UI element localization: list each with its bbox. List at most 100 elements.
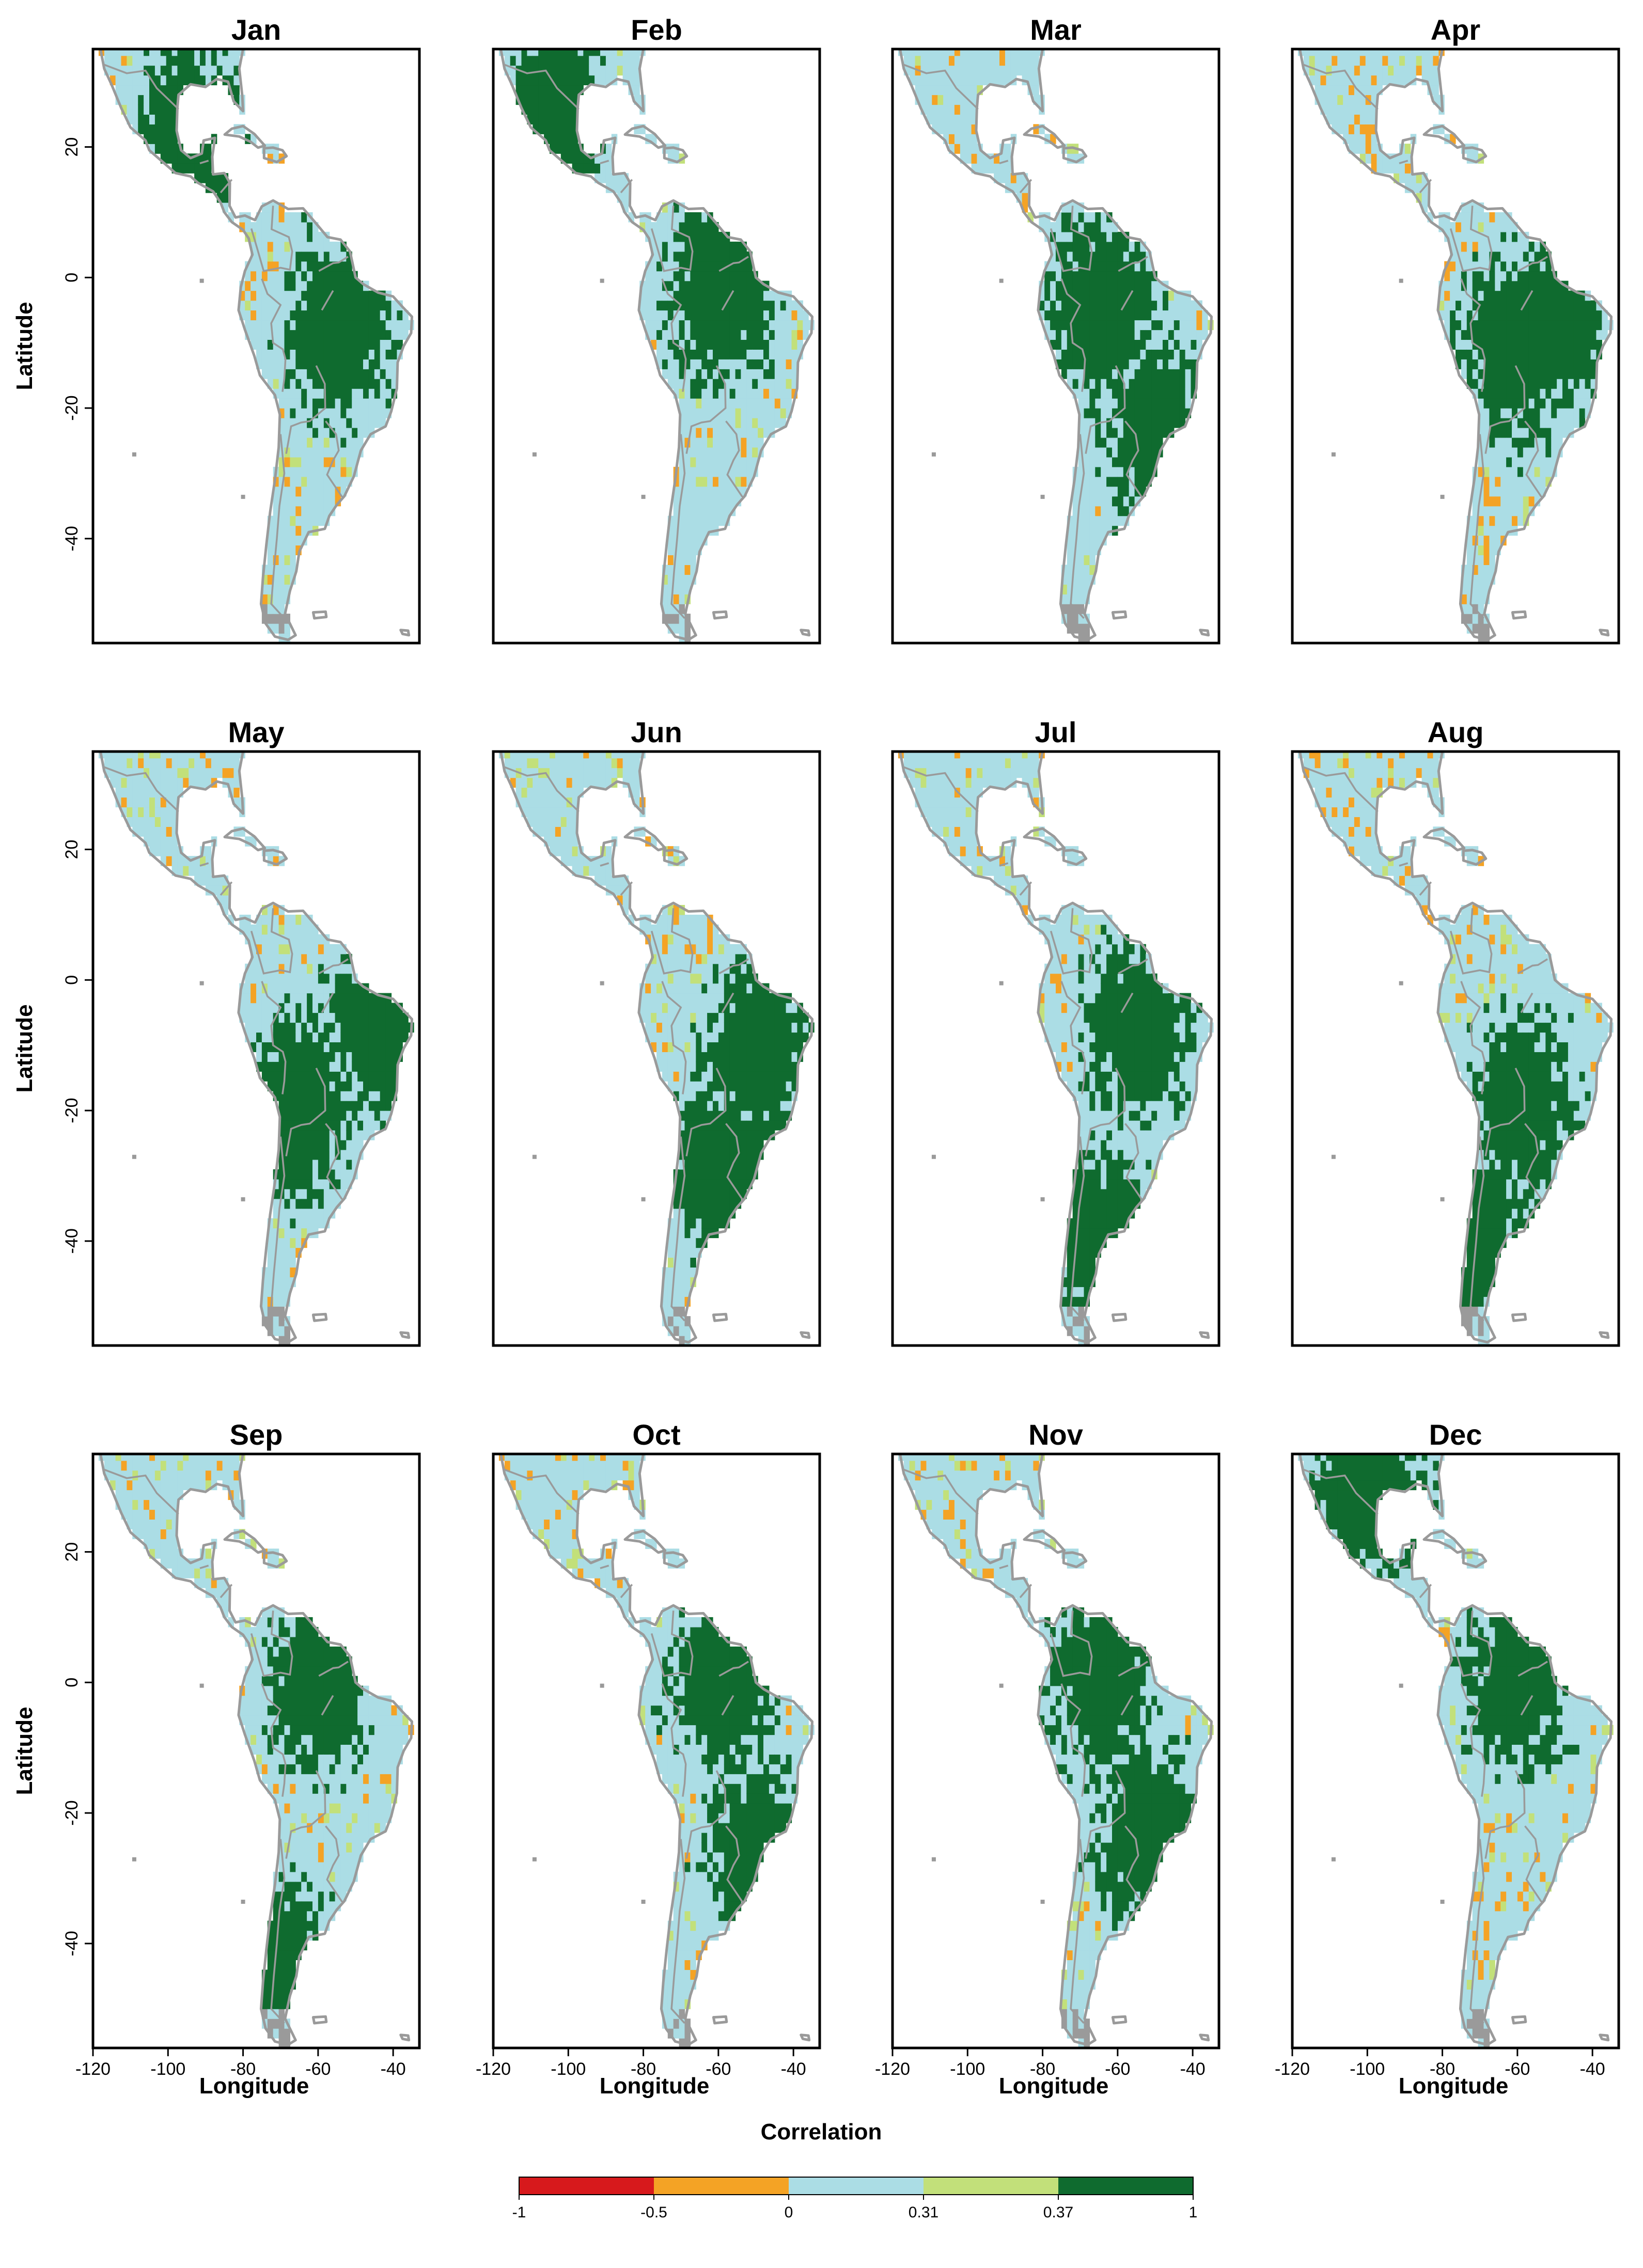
x-tick-label: -100 <box>551 2059 586 2079</box>
y-tick-label: 20 <box>62 840 82 859</box>
panel-title: Jan <box>231 13 281 46</box>
panel-title: May <box>228 716 285 748</box>
panel-title: Oct <box>632 1418 680 1451</box>
colorbar-swatch <box>654 2177 789 2195</box>
colorbar-swatch <box>1058 2177 1193 2195</box>
colorbar-tick-label: 1 <box>1189 2204 1198 2221</box>
country-borders <box>504 1468 749 2024</box>
panel-title: Jun <box>631 716 682 748</box>
colorbar-tick-label: 0.37 <box>1043 2204 1073 2221</box>
panel-title: Apr <box>1431 13 1480 46</box>
country-borders <box>903 766 1148 1322</box>
colorbar-tick-label: -1 <box>512 2204 526 2221</box>
colorbar: Correlation -1 -0.5 0 0.31 0.37 1 <box>512 2119 1198 2221</box>
x-axis-label: Longitude <box>199 2073 309 2099</box>
x-tick-label: -80 <box>1430 2059 1455 2079</box>
map-panel-mar: Mar <box>891 13 1220 645</box>
correlation-cells <box>898 1454 1214 2048</box>
map-panel-jan: Jan 20 0 -20 -40 Latitude <box>12 13 421 645</box>
map-panel-dec: Dec -120 -100 -80 -60 -40 Longitude <box>1275 1418 1620 2099</box>
x-tick-label: -80 <box>631 2059 656 2079</box>
country-borders <box>1303 1468 1548 2024</box>
panel-frame <box>891 48 1220 645</box>
panel-frame <box>1291 48 1620 645</box>
panel-frame <box>492 48 821 645</box>
x-axis-label: Longitude <box>1399 2073 1509 2099</box>
coastline <box>499 49 813 642</box>
x-tick-label: -120 <box>476 2059 511 2079</box>
country-borders <box>504 766 749 1322</box>
y-tick-label: -40 <box>62 526 82 551</box>
map-panel-apr: Apr <box>1291 13 1620 645</box>
y-tick-label: 0 <box>62 273 82 283</box>
x-axis-label: Longitude <box>600 2073 710 2099</box>
y-tick-label: -20 <box>62 1800 82 1825</box>
country-borders <box>1303 766 1548 1322</box>
map-panel-may: May 20 0 -20 -40 Latitude <box>12 716 421 1347</box>
country-borders <box>903 1468 1148 2024</box>
y-tick-label: 0 <box>62 1678 82 1687</box>
colorbar-swatch <box>789 2177 924 2195</box>
x-tick-label: -40 <box>781 2059 806 2079</box>
panel-frame <box>1291 750 1620 1347</box>
panel-title: Sep <box>230 1418 283 1451</box>
panel-frame <box>91 750 421 1347</box>
x-tick-label: -120 <box>75 2059 111 2079</box>
country-borders <box>1303 64 1548 619</box>
y-tick-label: 0 <box>62 975 82 985</box>
y-tick-label: -20 <box>62 1098 82 1123</box>
coastline <box>899 752 1213 1344</box>
panel-title: Mar <box>1030 13 1082 46</box>
colorbar-tick-label: 0 <box>785 2204 793 2221</box>
x-tick-label: -100 <box>1350 2059 1385 2079</box>
x-tick-label: -40 <box>1580 2059 1605 2079</box>
country-borders <box>104 1468 349 2024</box>
x-tick-label: -120 <box>1275 2059 1310 2079</box>
panel-title: Dec <box>1429 1418 1482 1451</box>
coastline <box>99 1454 413 2046</box>
map-panel-feb: Feb <box>492 13 821 645</box>
panel-title: Jul <box>1035 716 1077 748</box>
country-borders <box>104 766 349 1322</box>
correlation-cells <box>98 49 414 643</box>
map-panel-sep: Sep 20 0 -20 -40 Latitude -120 -100 -80 -60 -40 Lon… <box>12 1418 421 2099</box>
x-tick-label: -60 <box>1105 2059 1130 2079</box>
coastline <box>899 49 1213 642</box>
correlation-cells <box>898 752 1214 1346</box>
panel-frame <box>492 750 821 1347</box>
x-tick-label: -60 <box>305 2059 331 2079</box>
x-tick-label: -80 <box>230 2059 256 2079</box>
colorbar-tick-label: -0.5 <box>640 2204 667 2221</box>
y-axis-label: Latitude <box>12 302 37 390</box>
coastline <box>499 752 813 1344</box>
country-borders <box>903 64 1148 619</box>
x-tick-label: -100 <box>950 2059 985 2079</box>
y-tick-label: 20 <box>62 1542 82 1562</box>
y-axis-label: Latitude <box>12 1004 37 1092</box>
map-panel-aug: Aug <box>1291 716 1620 1347</box>
x-tick-label: -100 <box>150 2059 185 2079</box>
map-panel-oct: Oct -120 -100 -80 -60 -40 Longitude <box>476 1418 821 2099</box>
panel-frame <box>1291 1452 1620 2050</box>
x-tick-label: -120 <box>875 2059 910 2079</box>
x-tick-label: -60 <box>1505 2059 1530 2079</box>
panel-frame <box>91 1452 421 2050</box>
x-tick-label: -40 <box>1180 2059 1206 2079</box>
x-tick-label: -60 <box>706 2059 731 2079</box>
y-tick-label: -40 <box>62 1931 82 1956</box>
y-tick-label: -20 <box>62 395 82 420</box>
country-borders <box>504 64 749 619</box>
coastline <box>1298 1454 1613 2046</box>
correlation-cells <box>1297 752 1614 1346</box>
correlation-cells <box>498 752 815 1346</box>
coastline <box>99 49 413 642</box>
panel-title: Nov <box>1028 1418 1083 1451</box>
panel-frame <box>492 1452 821 2050</box>
x-axis-label: Longitude <box>999 2073 1109 2099</box>
x-tick-label: -80 <box>1030 2059 1055 2079</box>
panel-frame <box>891 1452 1220 2050</box>
coastline <box>1298 752 1613 1344</box>
y-axis-label: Latitude <box>12 1707 37 1795</box>
panel-frame <box>891 750 1220 1347</box>
